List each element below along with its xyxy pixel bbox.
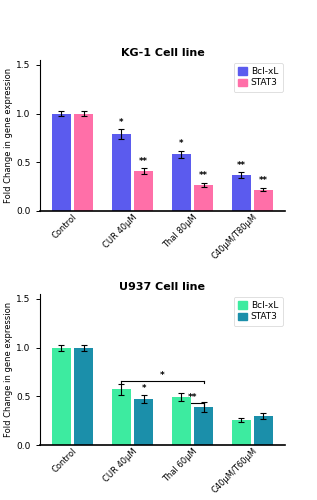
Text: *: *	[179, 139, 184, 148]
Legend: Bcl-xL, STAT3: Bcl-xL, STAT3	[234, 296, 282, 326]
Bar	[172, 154, 191, 211]
Bar	[172, 398, 191, 445]
Bar	[232, 420, 251, 445]
Bar	[232, 175, 251, 211]
Y-axis label: Fold Change in gene expression: Fold Change in gene expression	[4, 302, 13, 437]
Text: **: **	[199, 172, 208, 180]
Bar	[194, 184, 213, 211]
Text: **: **	[237, 160, 246, 170]
Bar	[52, 114, 71, 211]
Bar	[52, 348, 71, 445]
Bar	[134, 171, 153, 211]
Text: *: *	[119, 118, 124, 126]
Text: **: **	[259, 176, 268, 185]
Title: KG-1 Cell line: KG-1 Cell line	[120, 48, 204, 58]
Title: U937 Cell line: U937 Cell line	[120, 282, 205, 292]
Legend: Bcl-xL, STAT3: Bcl-xL, STAT3	[234, 62, 282, 92]
Text: **: **	[139, 156, 148, 166]
Bar	[74, 348, 93, 445]
Bar	[112, 390, 131, 445]
Text: *: *	[141, 384, 146, 393]
Bar	[254, 190, 273, 211]
Y-axis label: Fold Change in gene expression: Fold Change in gene expression	[4, 68, 13, 203]
Bar	[254, 416, 273, 445]
Bar	[112, 134, 131, 211]
Bar	[74, 114, 93, 211]
Bar	[194, 407, 213, 445]
Text: *: *	[160, 370, 165, 380]
Text: **: **	[188, 393, 197, 402]
Bar	[134, 399, 153, 445]
